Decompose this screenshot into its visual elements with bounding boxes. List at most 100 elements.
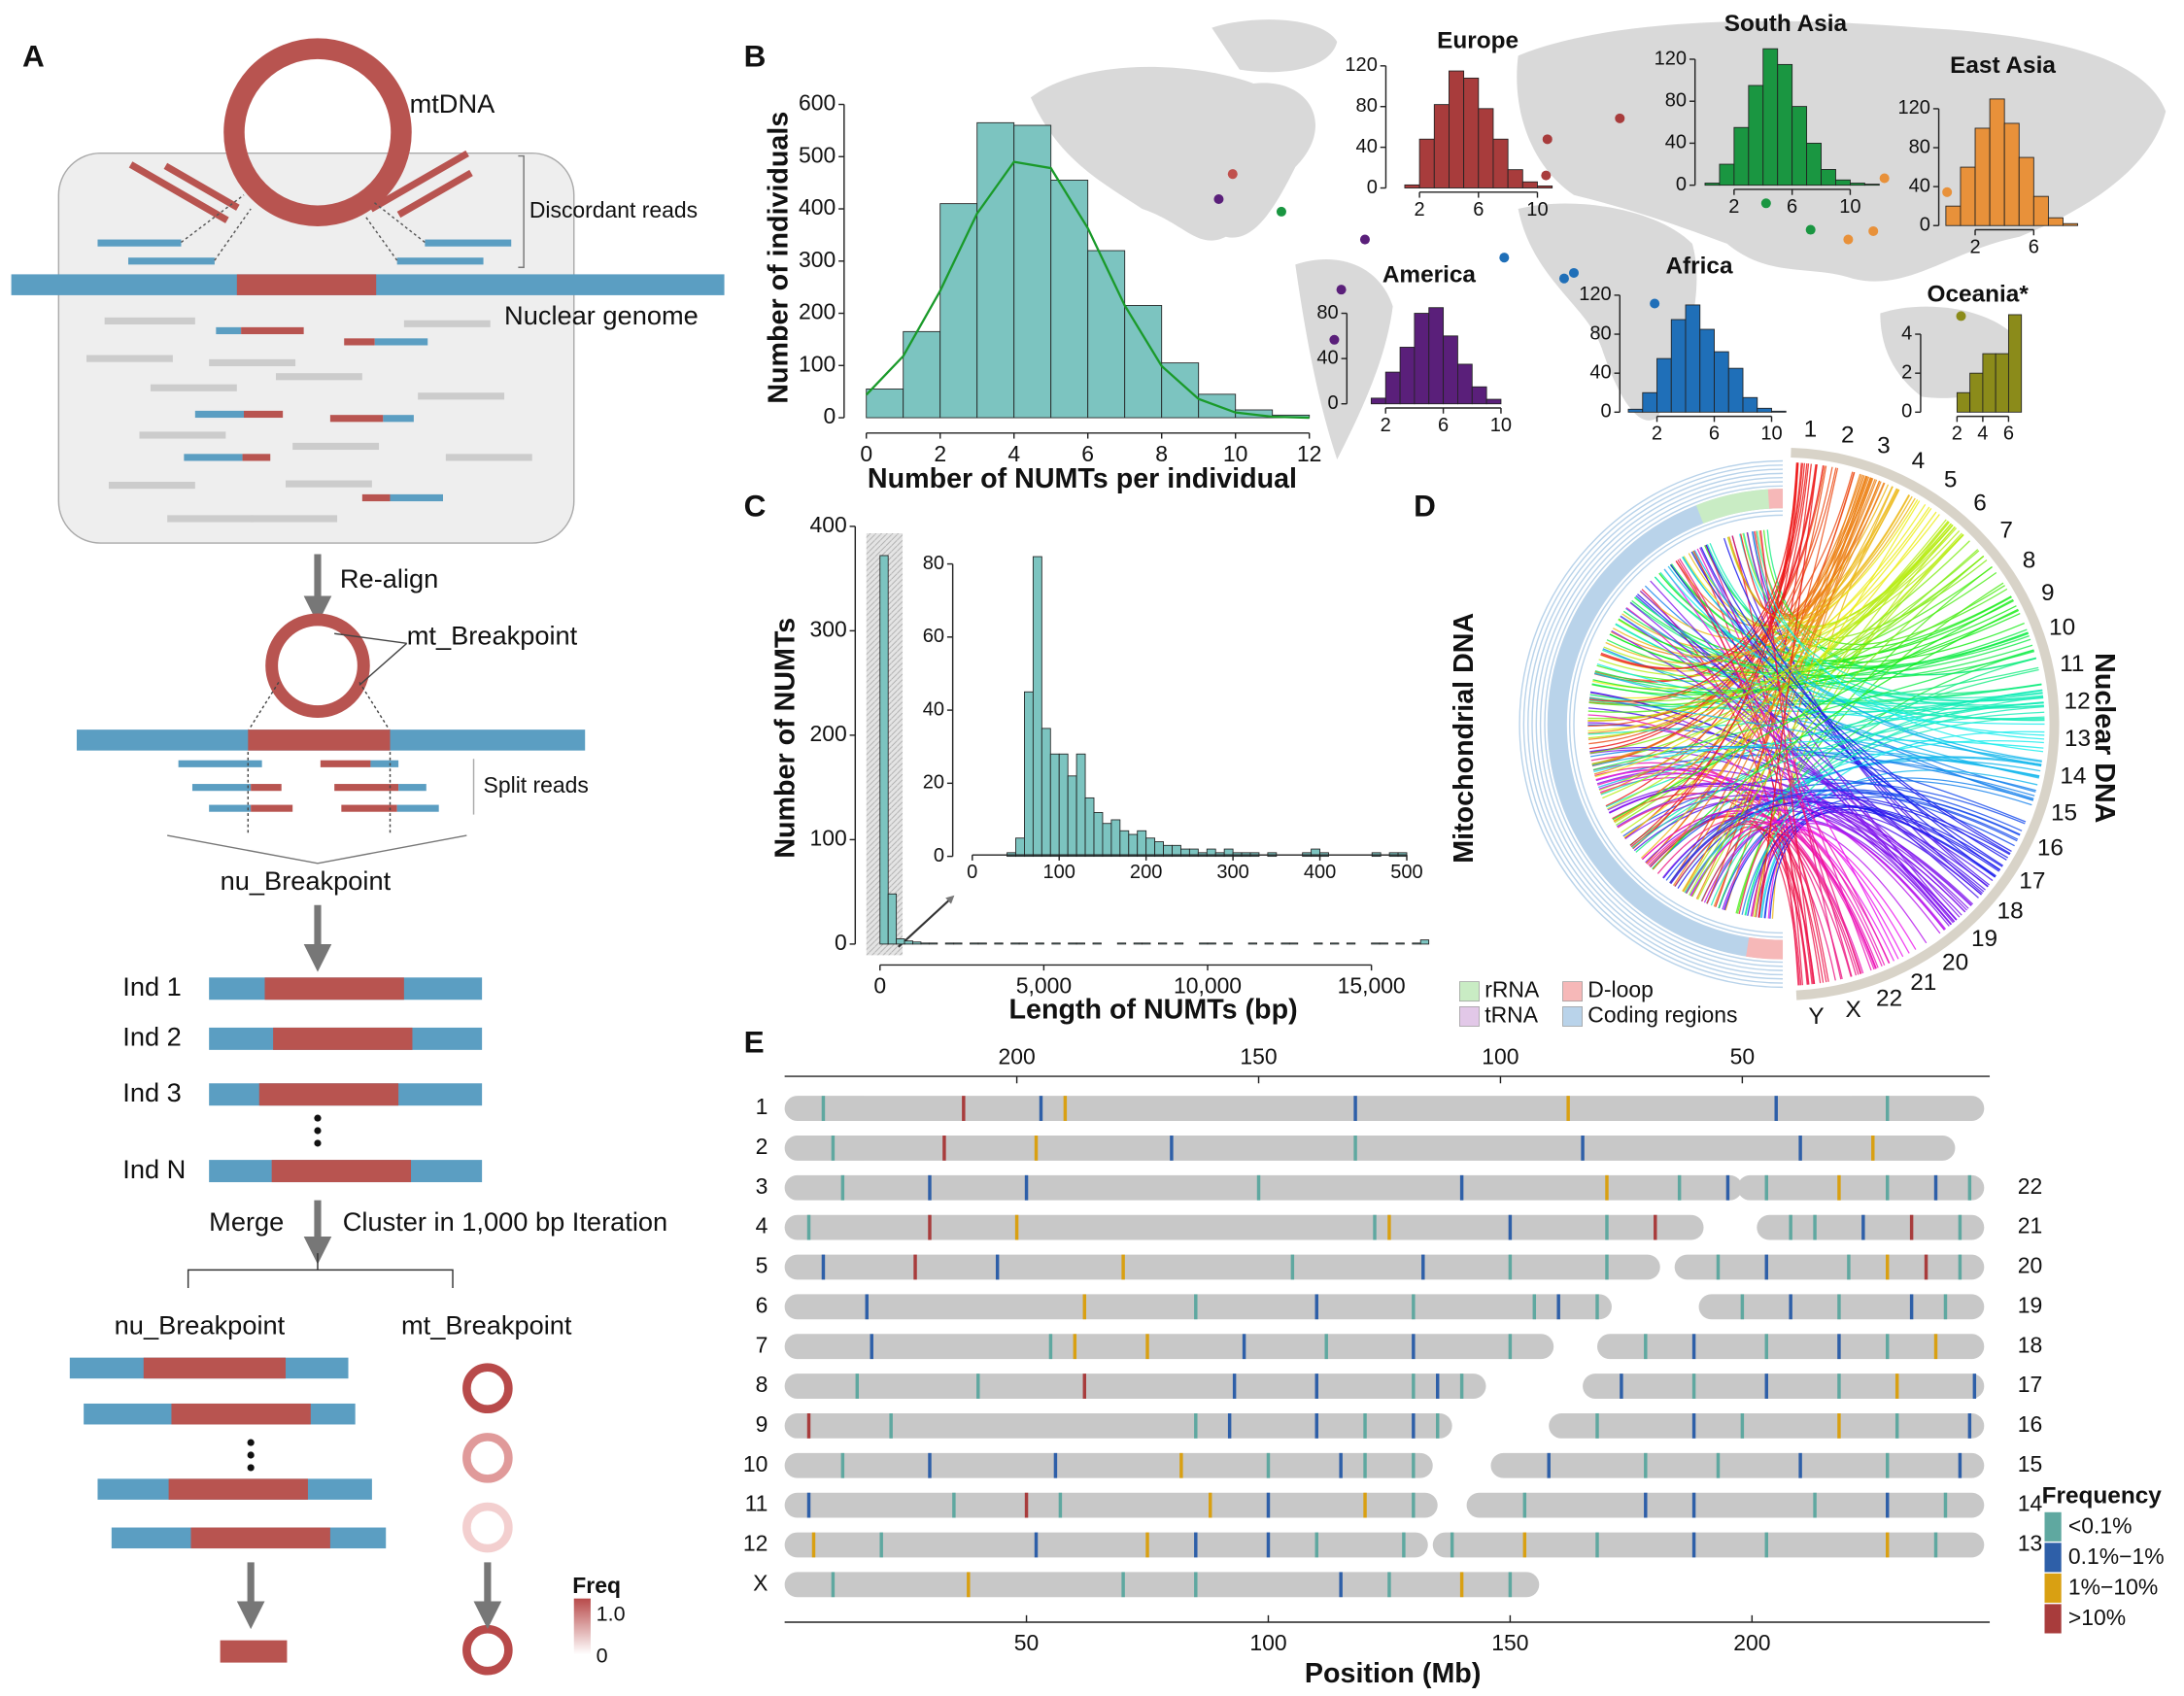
bar — [1685, 304, 1701, 413]
panel-label: B — [744, 39, 767, 74]
y-tick-label: 20 — [923, 772, 944, 794]
numt-band — [928, 1214, 932, 1240]
numt-band — [1886, 1096, 1890, 1121]
y-tick-label: 80 — [1665, 90, 1687, 112]
chord — [1728, 481, 1882, 620]
numt-band — [1967, 1174, 1972, 1201]
x-tick-label: 10 — [1760, 424, 1782, 445]
chord — [1595, 768, 1895, 962]
bar — [2063, 222, 2078, 226]
x-tick-label: 8 — [1155, 441, 1168, 466]
chromosome — [784, 1136, 1956, 1161]
bar — [912, 941, 922, 945]
label: Cluster in 1,000 bp Iteration — [343, 1206, 667, 1237]
bar — [1521, 181, 1538, 188]
numt-band — [1958, 1254, 1962, 1280]
bar — [1142, 942, 1151, 945]
chord — [1650, 580, 1961, 918]
numt-band — [1412, 1374, 1416, 1399]
y-tick-label: 0 — [1367, 177, 1378, 198]
x-tick-label: 6 — [2003, 424, 2014, 445]
bar — [1960, 166, 1976, 226]
numt-band — [1039, 1096, 1043, 1121]
chord — [1652, 482, 1885, 870]
x-tick-label: 4 — [1977, 424, 1988, 445]
numt-band — [1740, 1294, 1745, 1320]
x-tick-label: 200 — [1733, 1630, 1770, 1655]
numt-band — [1459, 1572, 1464, 1598]
chord — [1594, 508, 1932, 778]
chord — [1631, 711, 2045, 849]
chromosome-label: 2 — [756, 1134, 768, 1159]
numt-band — [1314, 1532, 1318, 1558]
chord — [1762, 529, 2008, 646]
numt-band — [1837, 1174, 1841, 1201]
numt-band — [1943, 1492, 1948, 1518]
y-tick-label: 120 — [1898, 97, 1930, 119]
chromosome-label: 2 — [1841, 422, 1855, 448]
numt-band — [1209, 1492, 1212, 1518]
numt-band — [1933, 1174, 1938, 1201]
chord — [1738, 832, 1822, 984]
bar — [1346, 942, 1356, 945]
insertion — [236, 274, 377, 295]
panel-label: C — [744, 489, 767, 524]
chord — [1682, 480, 1881, 893]
numt-band — [1764, 1254, 1768, 1280]
bar — [879, 555, 889, 945]
numt-band — [1691, 1334, 1696, 1360]
chromosome — [784, 1452, 1433, 1478]
legend-title: Frequency — [2042, 1482, 2163, 1509]
x-tick-label: 300 — [1216, 862, 1248, 883]
bracket — [518, 154, 525, 268]
bar — [1013, 124, 1052, 419]
chord — [1757, 464, 1818, 918]
chromosome-label: 7 — [756, 1332, 768, 1357]
bar — [1699, 328, 1715, 413]
chromosome-label: 5 — [1944, 467, 1958, 493]
nuclear-ring — [1791, 447, 2060, 1001]
bar — [1084, 797, 1095, 858]
chromosome-label: 8 — [2023, 547, 2036, 573]
bar — [1137, 830, 1147, 858]
chord — [1634, 595, 2045, 721]
chromosome — [784, 1334, 1554, 1360]
top-tick-label: 100 — [1482, 1044, 1519, 1069]
x-tick-label: 2 — [1415, 199, 1425, 220]
chord — [1682, 556, 2042, 762]
top-tick-label: 150 — [1240, 1044, 1277, 1069]
bar — [944, 942, 955, 945]
chromosome-label: 19 — [1971, 926, 1997, 952]
numt-band — [1847, 1254, 1851, 1280]
x-tick-label: 0 — [873, 972, 886, 998]
chord — [1587, 521, 1950, 739]
bar — [1806, 142, 1822, 187]
numt-band — [1566, 1096, 1570, 1121]
chromosome-label: 22 — [2018, 1173, 2043, 1199]
chromosome-label: 5 — [756, 1253, 768, 1278]
chromosome-label: 8 — [756, 1372, 768, 1397]
numt-band — [1886, 1334, 1890, 1360]
numt-band — [1194, 1532, 1198, 1558]
bar — [1110, 819, 1121, 858]
chord — [1745, 696, 2044, 916]
bar — [1969, 372, 1984, 413]
bar — [1199, 942, 1209, 945]
bar — [1102, 823, 1112, 858]
chromosome — [1549, 1413, 1985, 1439]
y-tick-label: 40 — [1909, 175, 1930, 196]
x-tick-label: 10,000 — [1174, 972, 1242, 998]
bar — [1087, 250, 1126, 419]
numt-band — [1508, 1214, 1513, 1240]
numt-band — [1314, 1413, 1318, 1439]
numt-band — [1605, 1174, 1609, 1201]
numt-band — [1691, 1374, 1696, 1399]
chart-title: America — [1382, 261, 1477, 288]
numt-band — [1242, 1334, 1246, 1360]
bar — [1223, 942, 1233, 945]
chord — [1629, 601, 1953, 925]
bar — [1128, 833, 1139, 858]
x-tick-label: 2 — [1728, 196, 1739, 218]
bar — [2003, 122, 2020, 226]
